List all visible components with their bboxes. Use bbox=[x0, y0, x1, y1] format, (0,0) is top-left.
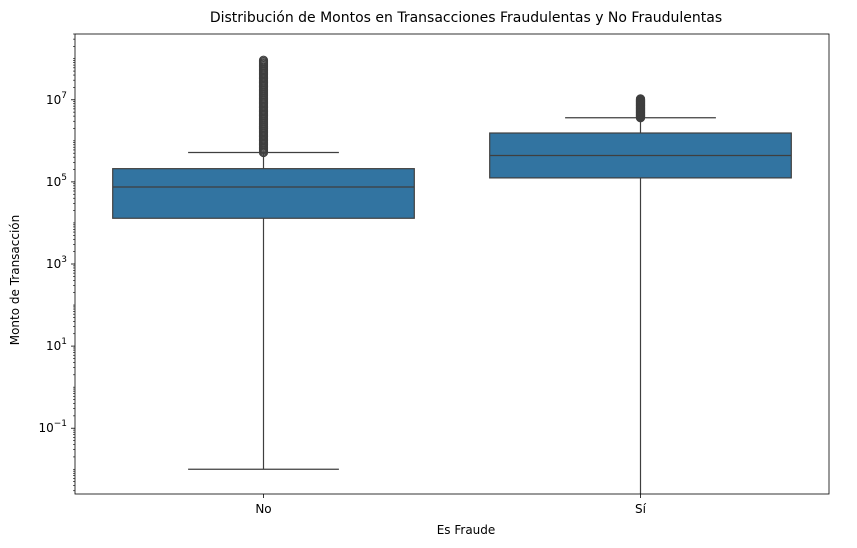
y-axis-title: Monto de Transacción bbox=[8, 215, 22, 346]
y-tick-label: 103 bbox=[46, 255, 67, 271]
box-group-no bbox=[112, 55, 415, 470]
y-tick-exponent: 3 bbox=[61, 255, 67, 265]
y-tick-exponent: 7 bbox=[61, 91, 67, 101]
chart-title: Distribución de Montos en Transacciones … bbox=[210, 10, 722, 26]
y-tick-label: 105 bbox=[46, 173, 67, 189]
y-tick-exponent: −1 bbox=[54, 419, 67, 429]
y-tick-base: 10 bbox=[38, 421, 53, 435]
box-group-si bbox=[489, 94, 792, 494]
y-tick-base: 10 bbox=[46, 93, 61, 107]
box-iqr bbox=[112, 168, 415, 219]
y-tick-base: 10 bbox=[46, 339, 61, 353]
y-tick-exponent: 1 bbox=[61, 337, 67, 347]
y-tick-label: 101 bbox=[46, 337, 67, 353]
outlier-point bbox=[258, 55, 269, 65]
outlier-point bbox=[635, 94, 646, 104]
y-tick-base: 10 bbox=[46, 257, 61, 271]
y-tick-exponent: 5 bbox=[61, 173, 67, 183]
y-tick-base: 10 bbox=[46, 175, 61, 189]
x-tick-label: No bbox=[255, 502, 271, 516]
y-tick-label: 107 bbox=[46, 91, 67, 107]
x-tick-label: Sí bbox=[635, 502, 647, 516]
plot-frame bbox=[74, 33, 830, 495]
y-tick-label: 10−1 bbox=[38, 419, 67, 435]
x-axis-title: Es Fraude bbox=[437, 523, 496, 537]
